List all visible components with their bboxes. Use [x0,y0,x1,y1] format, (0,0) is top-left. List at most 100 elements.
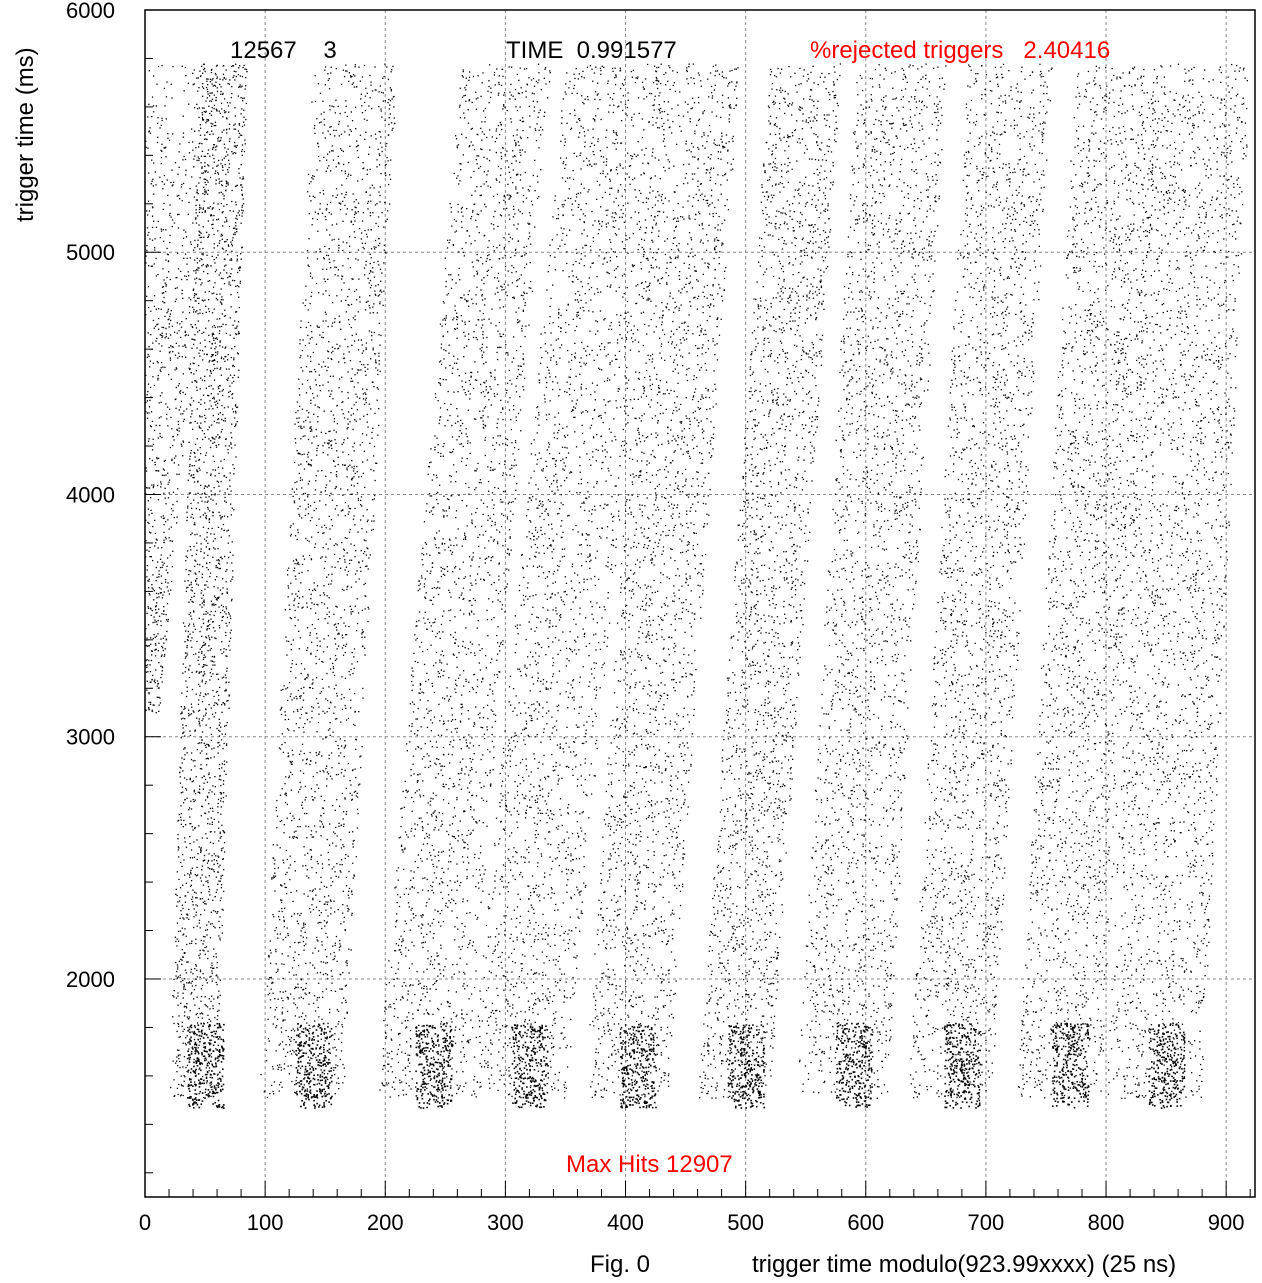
data-point [197,703,200,705]
data-point [217,597,219,599]
data-point [227,244,229,246]
data-point [201,1053,203,1056]
data-point [328,294,330,297]
data-point [182,724,184,726]
data-point [222,796,225,799]
data-point [316,454,318,456]
data-point [350,130,352,132]
data-point [214,831,216,833]
data-point [210,122,212,125]
data-point [215,1048,217,1050]
data-point [327,278,329,280]
data-point [304,1090,306,1093]
data-point [210,817,212,819]
data-point [201,776,203,779]
data-point [199,927,201,929]
data-point [188,1041,190,1043]
data-point [217,806,219,808]
data-point [227,83,229,85]
data-point [211,424,213,426]
data-point [308,1032,311,1035]
data-point [285,776,287,778]
data-point [206,934,208,936]
data-point [217,548,219,550]
data-point [357,259,359,261]
data-point [282,688,284,691]
data-point [308,826,310,828]
data-point [283,685,285,687]
data-point [204,181,206,184]
data-point [239,282,241,284]
data-point [358,227,361,230]
data-point [293,959,295,962]
data-point [339,321,341,323]
data-point [215,351,217,353]
data-point [177,995,179,997]
data-point [190,1027,193,1029]
data-point [282,939,284,941]
data-point [307,334,309,337]
data-point [220,93,222,95]
data-point [355,393,357,395]
data-point [351,798,353,800]
data-point [206,567,208,569]
data-point [313,582,315,584]
data-point [319,971,322,974]
data-point [295,663,297,665]
data-point [187,1085,190,1088]
data-point [218,485,220,487]
data-point [310,464,312,466]
data-point [213,925,215,928]
data-point [343,357,345,360]
data-point [226,588,228,590]
data-point [306,1080,308,1083]
data-point [326,203,328,206]
data-point [201,166,203,168]
data-point [222,169,224,171]
data-point [204,996,206,998]
data-point [240,97,242,99]
data-point [222,587,224,589]
data-point [205,880,207,883]
data-point [224,445,227,447]
data-point [335,431,337,433]
data-point [373,445,376,448]
data-point [336,450,338,452]
data-point [233,124,235,126]
data-point [223,868,225,871]
data-point [290,618,293,620]
data-point [352,723,355,726]
data-point [208,1062,210,1065]
data-point [308,1024,310,1026]
data-point [201,590,203,592]
data-point [229,637,232,639]
data-point [351,334,353,337]
data-point [201,259,203,261]
data-point [290,891,292,894]
data-point [232,554,234,556]
data-point [204,693,207,695]
data-point [177,976,179,978]
data-point [319,208,321,210]
data-point [343,439,345,441]
data-point [314,196,316,199]
data-point [322,132,324,134]
data-point [300,1080,303,1082]
data-point [354,206,356,208]
data-point [298,1043,300,1046]
data-point [241,186,243,188]
data-point [376,166,378,168]
data-point [206,580,208,583]
data-point [221,238,223,240]
data-point [344,929,346,932]
data-point [411,796,413,799]
data-point [188,1018,190,1020]
data-point [236,184,238,186]
data-point [214,1033,217,1035]
data-point [178,1025,180,1028]
data-point [357,369,359,371]
data-point [235,333,238,336]
data-point [216,690,219,693]
data-point [186,516,188,518]
data-point [316,1083,318,1085]
